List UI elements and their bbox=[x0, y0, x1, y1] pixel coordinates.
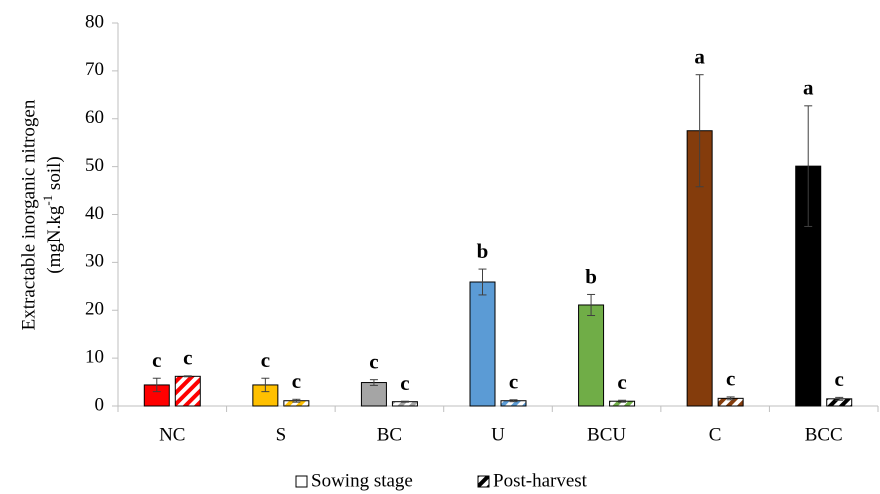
x-tick-label: BCC bbox=[805, 424, 843, 445]
y-axis-label-sup: -1 bbox=[40, 195, 55, 206]
significance-letter: c bbox=[726, 367, 735, 391]
error-bar bbox=[618, 399, 627, 403]
error-bar bbox=[695, 74, 704, 188]
bar bbox=[469, 281, 496, 407]
y-axis-label-part: soil) bbox=[44, 156, 65, 195]
error-bar bbox=[835, 396, 844, 401]
significance-letter: c bbox=[835, 367, 844, 391]
significance-letter: c bbox=[152, 348, 161, 372]
error-bar bbox=[587, 293, 596, 317]
significance-letter: c bbox=[400, 371, 409, 395]
error-bar bbox=[400, 400, 409, 403]
x-tick-label: C bbox=[709, 424, 722, 445]
x-tick-label: BCU bbox=[587, 424, 626, 445]
significance-letter: c bbox=[369, 349, 378, 373]
y-tick-label: 0 bbox=[95, 394, 105, 415]
error-bar bbox=[369, 379, 378, 386]
x-tick-label: U bbox=[491, 424, 505, 445]
bar bbox=[578, 304, 605, 407]
significance-letter: c bbox=[292, 369, 301, 393]
significance-letter: b bbox=[477, 239, 489, 263]
significance-letter: c bbox=[183, 346, 192, 370]
y-tick-label: 80 bbox=[85, 11, 104, 32]
y-axis-label-part: (mgN.kg bbox=[44, 205, 65, 274]
legend-label: Sowing stage bbox=[311, 470, 413, 491]
y-tick-label: 60 bbox=[85, 107, 104, 128]
y-axis-label: (mgN.kg-1 soil) bbox=[40, 156, 65, 273]
y-tick-label: 10 bbox=[85, 346, 104, 367]
bar bbox=[360, 382, 387, 407]
error-bar bbox=[478, 268, 487, 296]
significance-letter: a bbox=[803, 76, 814, 100]
x-tick-label: NC bbox=[159, 424, 185, 445]
error-bar bbox=[804, 105, 813, 227]
x-tick-label: S bbox=[276, 424, 287, 445]
y-tick-label: 20 bbox=[85, 299, 104, 320]
significance-letter: c bbox=[509, 370, 518, 394]
bar bbox=[174, 375, 201, 407]
error-bar bbox=[292, 398, 301, 403]
y-axis-label: Extractable inorganic nitrogen bbox=[18, 99, 39, 330]
error-bar bbox=[183, 375, 192, 378]
significance-letter: b bbox=[585, 264, 597, 288]
significance-letter: c bbox=[617, 370, 626, 394]
x-tick-label: BC bbox=[377, 424, 402, 445]
significance-letter: c bbox=[261, 348, 270, 372]
error-bar bbox=[152, 377, 161, 393]
y-tick-label: 70 bbox=[85, 59, 104, 80]
error-bar bbox=[726, 396, 735, 401]
error-bar bbox=[509, 399, 518, 403]
error-bar bbox=[261, 377, 270, 393]
significance-letter: a bbox=[694, 45, 705, 69]
legend-label: Post-harvest bbox=[493, 470, 588, 491]
y-tick-label: 40 bbox=[85, 203, 104, 224]
legend-swatch bbox=[477, 475, 490, 488]
y-tick-label: 30 bbox=[85, 251, 104, 272]
legend-swatch bbox=[295, 475, 308, 488]
y-tick-label: 50 bbox=[85, 155, 104, 176]
